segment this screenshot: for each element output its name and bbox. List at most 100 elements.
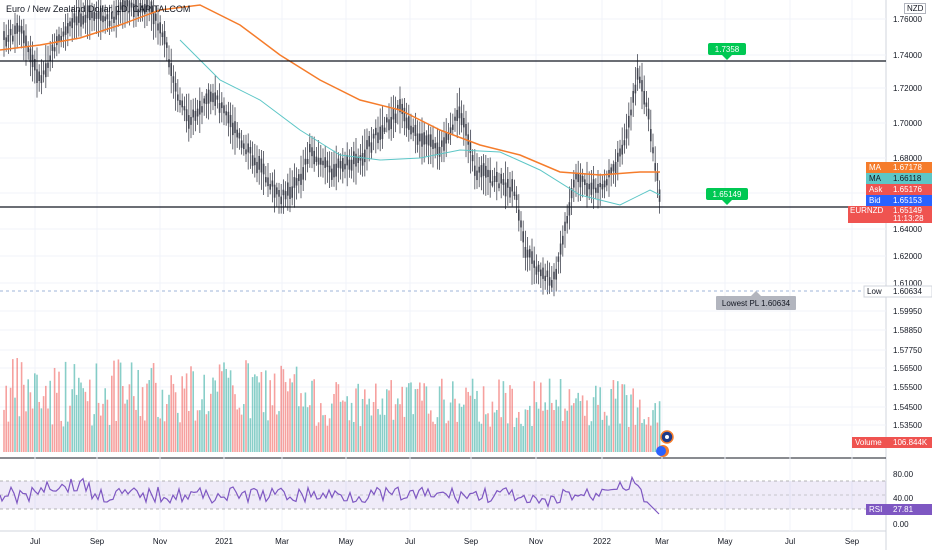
volume-bar — [93, 414, 95, 452]
volume-bar — [522, 426, 524, 452]
candle-body — [42, 70, 45, 75]
resistance-badge[interactable]: 1.7358 — [708, 43, 746, 60]
volume-bar — [372, 402, 375, 452]
candle-body — [564, 221, 566, 231]
volume-bar — [658, 401, 661, 452]
candle-body — [513, 191, 516, 196]
symbol-price: 1.65149 — [893, 206, 922, 215]
support-badge[interactable]: 1.65149 — [706, 188, 748, 205]
volume-bar — [421, 400, 423, 452]
volume-bar — [526, 409, 529, 452]
candle-body — [232, 122, 234, 136]
volume-value: 106.844K — [893, 438, 928, 447]
volume-bar — [559, 379, 562, 452]
candle-body — [256, 161, 258, 174]
volume-bar — [619, 423, 621, 452]
candle-body — [333, 164, 335, 178]
candle-body — [133, 3, 135, 18]
time-tick-label: Nov — [529, 537, 543, 546]
volume-bar — [458, 403, 461, 452]
candle-body — [295, 178, 298, 186]
candle-body — [243, 143, 245, 150]
volume-bar — [71, 389, 73, 452]
chart-title: Euro / New Zealand Dollar, 1D, CAPITALCO… — [6, 4, 191, 14]
candle-body — [97, 10, 100, 19]
candle-body — [353, 151, 355, 165]
rsi-value: 27.81 — [893, 505, 914, 514]
price-tick-label: 1.56500 — [893, 364, 922, 373]
candle-body — [144, 3, 146, 14]
volume-bar — [73, 364, 76, 452]
candle-body — [601, 183, 604, 190]
candle-body — [304, 158, 307, 165]
candle-body — [100, 7, 102, 21]
volume-bar — [634, 424, 637, 452]
volume-bar — [553, 410, 555, 452]
volume-bar — [405, 387, 408, 452]
volume-bar — [441, 378, 443, 452]
event-icon-earnings[interactable] — [656, 445, 669, 457]
volume-bar — [170, 375, 172, 452]
volume-bar — [159, 418, 161, 452]
candle-body — [463, 117, 465, 128]
price-tick-label: 1.61000 — [893, 279, 922, 288]
volume-bar — [276, 414, 278, 452]
rsi-label: RSI — [869, 505, 882, 514]
volume-bar — [265, 370, 267, 452]
volume-bar — [282, 369, 285, 452]
volume-bar — [608, 425, 610, 452]
candle-body — [544, 275, 546, 281]
volume-bar — [205, 414, 208, 452]
volume-bar — [377, 409, 379, 452]
candle-body — [216, 95, 219, 100]
volume-bar — [306, 407, 309, 452]
candle-body — [559, 243, 562, 255]
time-axis[interactable]: Jul Sep Nov 2021 Mar May Jul Sep Nov 2022 Mar May Ju… — [30, 537, 860, 546]
candle-body — [311, 147, 313, 157]
ma1-label: MA — [869, 163, 882, 172]
volume-bar — [630, 394, 632, 452]
volume-bar — [221, 371, 223, 452]
volume-bar — [311, 380, 313, 452]
candle-body — [489, 170, 491, 183]
candle-body — [471, 154, 474, 162]
volume-bar — [623, 384, 626, 452]
volume-bar — [174, 392, 177, 452]
volume-bar — [20, 362, 23, 452]
candle-body — [555, 268, 557, 280]
candle-body — [553, 271, 555, 280]
volume-bar — [603, 411, 606, 452]
volume-bar — [234, 394, 236, 452]
bid-badge: Bid 1.65153 — [866, 195, 932, 206]
volume-bar — [590, 421, 593, 452]
volume-bar — [113, 360, 115, 452]
ma2-label: MA — [869, 174, 882, 183]
volume-bar — [144, 420, 146, 452]
candle-body — [207, 89, 210, 104]
candle-body — [476, 170, 478, 181]
candle-body — [240, 140, 243, 148]
volume-bar — [12, 359, 14, 452]
volume-bar — [183, 388, 186, 452]
candle-body — [346, 154, 348, 166]
volume-bar — [548, 378, 551, 452]
event-icon-flag[interactable] — [660, 430, 674, 444]
volume-bar — [278, 411, 280, 452]
volume-bar — [344, 401, 346, 452]
time-tick-label: May — [338, 537, 353, 546]
candle-body — [515, 194, 518, 201]
candle-body — [504, 182, 507, 197]
candle-body — [641, 80, 643, 92]
candle-body — [575, 173, 577, 180]
volume-bar — [326, 425, 329, 452]
candle-body — [520, 220, 522, 228]
candle-body — [113, 16, 115, 24]
volume-bar — [551, 402, 553, 452]
candle-body — [348, 159, 351, 170]
volume-bar — [203, 374, 205, 452]
price-tick-label: 1.76000 — [893, 15, 922, 24]
volume-bar — [324, 414, 326, 452]
currency-label[interactable]: NZD — [904, 3, 927, 14]
volume-bar — [293, 374, 296, 452]
